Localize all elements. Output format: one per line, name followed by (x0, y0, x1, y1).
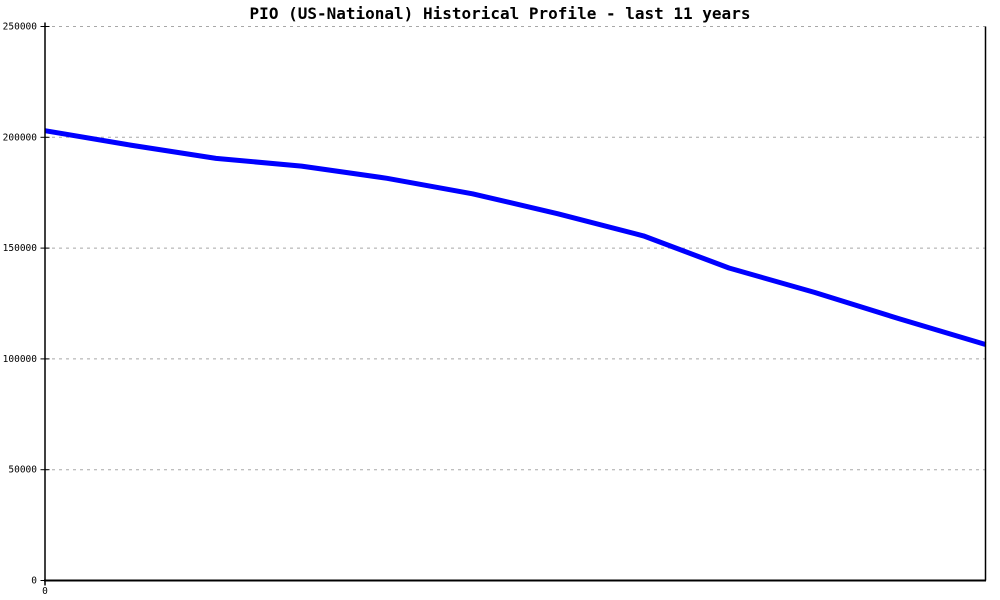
chart-title: PIO (US-National) Historical Profile - l… (249, 4, 751, 23)
y-tick-label: 50000 (8, 465, 37, 476)
y-tick-label: 250000 (3, 22, 38, 33)
y-tick-label: 0 (31, 576, 37, 587)
x-tick-label: 0 (42, 586, 48, 597)
data-line (44, 128, 987, 347)
y-tick-label: 200000 (3, 132, 38, 143)
y-tick-label: 150000 (3, 243, 38, 254)
y-tick-label: 100000 (3, 354, 38, 365)
